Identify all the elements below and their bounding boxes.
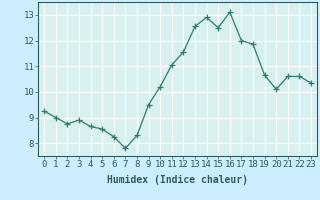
X-axis label: Humidex (Indice chaleur): Humidex (Indice chaleur) bbox=[107, 175, 248, 185]
